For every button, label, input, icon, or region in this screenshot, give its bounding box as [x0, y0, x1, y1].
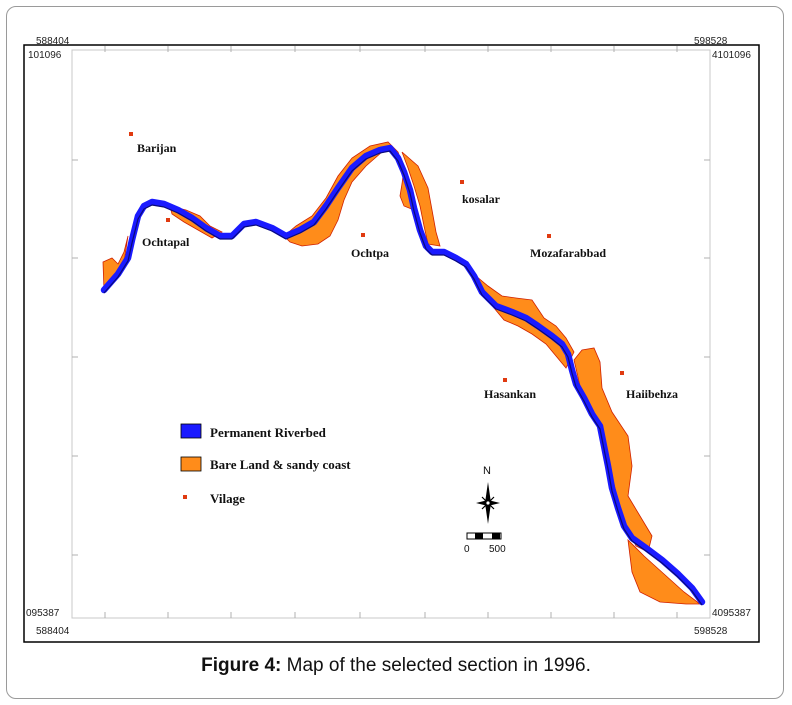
- village-label-mozafarabbad: Mozafarabbad: [530, 246, 606, 260]
- grid-ticks: [72, 46, 710, 618]
- legend-label-riverbed: Permanent Riverbed: [210, 425, 327, 440]
- village-label-ochtapal: Ochtapal: [142, 235, 190, 249]
- village-label-barijan: Barijan: [137, 141, 177, 155]
- coord-bottom-left-y: 095387: [26, 608, 60, 619]
- village-marker-mozafarabbad: [547, 234, 551, 238]
- village-markers: [129, 132, 624, 382]
- legend: Permanent Riverbed Bare Land & sandy coa…: [180, 423, 351, 506]
- legend-label-village: Vilage: [210, 491, 245, 506]
- legend-swatch-riverbed: [180, 423, 202, 439]
- legend-label-bare-land: Bare Land & sandy coast: [210, 457, 351, 472]
- caption-text: Map of the selected section in 1996.: [281, 655, 591, 676]
- river-bank-line: [103, 150, 703, 606]
- coord-bottom-left-x: 588404: [36, 626, 70, 637]
- legend-swatch-village: [183, 495, 187, 499]
- village-label-kosalar: kosalar: [462, 192, 501, 206]
- coord-top-right-x: 598528: [694, 36, 728, 47]
- figure-caption: Figure 4: Map of the selected section in…: [0, 655, 792, 677]
- village-marker-haiibehza: [620, 371, 624, 375]
- coord-top-left-x: 588404: [36, 36, 70, 47]
- scale-min-label: 0: [464, 544, 470, 555]
- north-arrow-label: N: [483, 465, 491, 477]
- village-marker-ochtpa: [361, 233, 365, 237]
- north-arrow-icon: N: [476, 465, 500, 524]
- village-marker-hasankan: [503, 378, 507, 382]
- village-label-haiibehza: Haiibehza: [626, 387, 678, 401]
- coord-top-right-y: 4101096: [712, 50, 751, 61]
- coord-bottom-right-y: 4095387: [712, 608, 751, 619]
- village-label-hasankan: Hasankan: [484, 387, 536, 401]
- coord-bottom-right-x: 598528: [694, 626, 728, 637]
- scale-bar: 0 500: [464, 532, 506, 555]
- coord-top-left-y: 101096: [28, 50, 62, 61]
- village-marker-barijan: [129, 132, 133, 136]
- map-inner-frame: [71, 49, 711, 619]
- village-marker-kosalar: [460, 180, 464, 184]
- bare-land-east-bend: [401, 151, 441, 247]
- caption-label: Figure 4:: [201, 655, 282, 676]
- village-marker-ochtapal: [166, 218, 170, 222]
- bare-land-southeast: [627, 538, 702, 605]
- legend-swatch-bare-land: [180, 456, 202, 472]
- village-label-ochtpa: Ochtpa: [351, 246, 389, 260]
- scale-max-label: 500: [489, 544, 506, 555]
